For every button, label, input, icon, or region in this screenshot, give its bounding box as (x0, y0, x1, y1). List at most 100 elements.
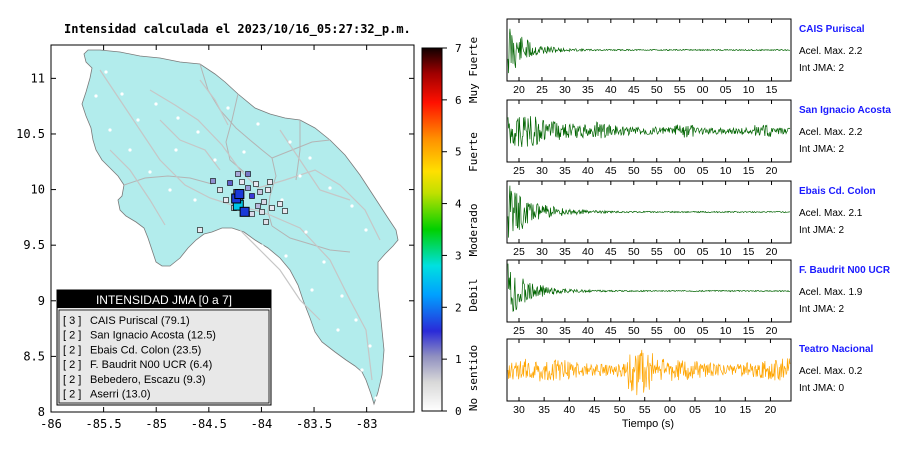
town-dot (242, 150, 246, 154)
station-marker (223, 197, 229, 203)
town-dot (260, 244, 264, 248)
station-marker-main (239, 206, 250, 217)
trace-station-name: F. Baudrit N00 UCR (799, 265, 891, 276)
waveform-tick-label: 05 (697, 325, 709, 337)
legend-entry-level: [ 2 ] (63, 374, 81, 386)
map-x-tick-label: -84 (251, 417, 273, 431)
waveform-tick-label: 00 (674, 325, 686, 337)
main-station-markers (231, 189, 250, 217)
station-marker (261, 199, 267, 205)
town-dot (364, 228, 368, 232)
waveform-tick-label: 55 (674, 84, 686, 96)
waveform-trace (507, 28, 791, 74)
town-dot (354, 318, 358, 322)
station-marker (245, 171, 251, 177)
waveform-tick-label: 05 (689, 404, 701, 416)
town-dot (308, 156, 312, 160)
waveform-trace (507, 185, 790, 238)
town-dot (148, 170, 152, 174)
colorbar-tick-label: 1 (455, 353, 462, 366)
waveform-panel: 30 35 40 45 50 55 00 05 10 15 20 (506, 338, 792, 416)
trace-station-name: San Ignacio Acosta (799, 105, 891, 116)
town-dot (168, 188, 172, 192)
station-marker (263, 219, 269, 225)
waveform-tick-label: 15 (743, 325, 755, 337)
waveform-tick-label: 10 (720, 325, 732, 337)
waveform-tick-label: 10 (743, 84, 755, 96)
town-dot (284, 254, 288, 258)
legend-header (57, 290, 271, 308)
map-x-tick-label: -83 (356, 417, 378, 431)
waveform-panel: 25 30 35 40 45 50 55 00 05 10 15 20 (506, 259, 792, 337)
town-dot (310, 288, 314, 292)
town-markers (94, 70, 378, 400)
waveform-tick-label: 30 (559, 84, 571, 96)
station-marker-main (234, 189, 245, 200)
trace-station-name: Ebais Cd. Colon (799, 186, 876, 197)
colorbar-tick-label: 6 (455, 94, 462, 107)
trace-acel-max: Acel. Max. 2.2 (799, 46, 863, 57)
town-dot (193, 198, 197, 202)
station-marker (265, 187, 271, 193)
waveform-tick-label: 20 (766, 246, 778, 258)
page-title: Intensidad calculada el 2023/10/16_05:27… (64, 22, 411, 36)
waveform-tick-label: 10 (720, 246, 732, 258)
legend-entry-station: Bebedero, Escazu (9.3) (90, 374, 206, 386)
station-marker (235, 171, 241, 177)
colorbar-tick-label: 7 (455, 42, 462, 55)
town-dot (256, 122, 260, 126)
legend-title: INTENSIDAD JMA [0 a 7] (96, 293, 232, 307)
waveform-tick-label: 30 (513, 404, 525, 416)
waveform-panel: 25 30 35 40 45 50 55 00 05 10 15 20 (506, 99, 792, 177)
town-dot (128, 148, 132, 152)
town-dot (340, 294, 344, 298)
waveform-tick-label: 45 (628, 84, 640, 96)
town-dot (336, 328, 340, 332)
trace-int-jma: Int JMA: 0 (799, 383, 845, 394)
colorbar-category-label: No sentido (467, 345, 480, 411)
map-x-tick-label: -84.5 (191, 417, 227, 431)
town-dot (374, 396, 378, 400)
colorbar-tick-label: 4 (455, 198, 462, 211)
map-y-tick-label: 9 (38, 294, 45, 308)
waveform-tick-label: 45 (605, 165, 617, 177)
waveform-tick-label: 45 (605, 246, 617, 258)
trace-acel-max: Acel. Max. 1.9 (799, 287, 863, 298)
waveform-tick-label: 50 (628, 325, 640, 337)
town-dot (280, 198, 284, 202)
legend-entry-station: F. Baudrit N00 UCR (6.4) (90, 359, 212, 371)
waveform-tick-label: 20 (765, 404, 777, 416)
colorbar-tick-label: 5 (455, 146, 462, 159)
legend-entry-station: Ebais Cd. Colon (23.5) (90, 344, 201, 356)
town-dot (174, 148, 178, 152)
waveform-tick-label: 05 (697, 165, 709, 177)
station-marker (259, 209, 265, 215)
station-marker (239, 179, 245, 185)
map-x-tick-label: -85.5 (86, 417, 122, 431)
station-marker (253, 181, 259, 187)
waveform-tick-label: 30 (536, 246, 548, 258)
town-dot (350, 204, 354, 208)
station-marker (249, 211, 255, 217)
waveform-tick-label: 55 (651, 165, 663, 177)
waveform-panels: 20 25 30 35 40 45 50 55 00 05 10 15 25 30 35 40 45 50 55 00… (506, 18, 792, 416)
waveform-tick-label: 00 (674, 246, 686, 258)
waveform-tick-label: 50 (614, 404, 626, 416)
trace-station-name: CAIS Puriscal (799, 24, 865, 35)
map-y-tick-label: 8.5 (23, 349, 45, 363)
station-marker (217, 187, 223, 193)
waveform-tick-label: 35 (559, 246, 571, 258)
station-marker (269, 205, 275, 211)
waveform-panel: 25 30 35 40 45 50 55 00 05 10 15 20 (506, 180, 792, 258)
town-dot (226, 106, 230, 110)
town-dot (120, 92, 124, 96)
colorbar-categories: No sentido Debil Moderado Fuerte Muy Fuerte (467, 37, 480, 411)
waveform-tick-label: 55 (651, 325, 663, 337)
waveform-tick-label: 00 (674, 165, 686, 177)
waveform-trace (507, 263, 790, 312)
waveform-frame (506, 99, 792, 163)
waveform-tick-label: 40 (563, 404, 575, 416)
map-y-tick-label: 9.5 (23, 238, 45, 252)
